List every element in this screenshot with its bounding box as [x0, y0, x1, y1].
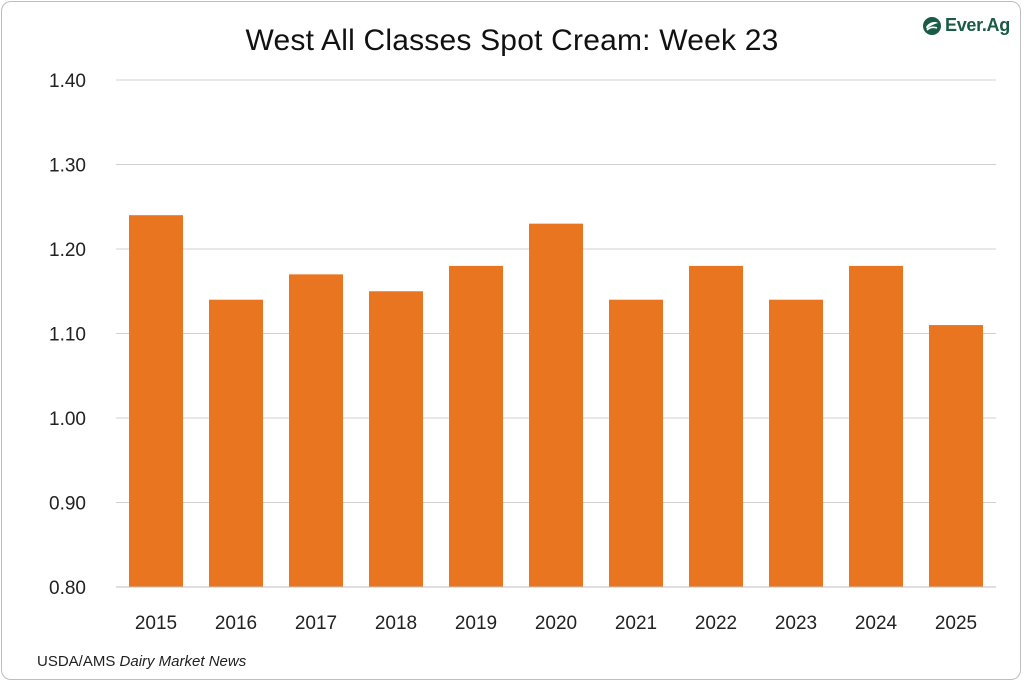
- x-tick-label: 2015: [135, 613, 177, 634]
- x-tick-label: 2020: [535, 613, 577, 634]
- bar-2017: [289, 274, 343, 587]
- y-tick-label: 0.90: [49, 494, 86, 515]
- y-tick-label: 1.20: [49, 240, 86, 261]
- bar-2023: [769, 299, 823, 587]
- y-tick-label: 1.40: [49, 71, 86, 92]
- logo-text: Ever.Ag: [945, 15, 1010, 35]
- bar-2015: [129, 215, 183, 587]
- y-tick-label: 0.80: [49, 578, 86, 599]
- x-tick-label: 2021: [615, 613, 657, 634]
- bar-2020: [529, 223, 583, 587]
- y-tick-label: 1.30: [49, 156, 86, 177]
- source-note: USDA/AMS Dairy Market News: [37, 653, 246, 670]
- ever-ag-logo: Ever.Ag: [922, 15, 1010, 36]
- bar-2024: [849, 265, 903, 587]
- x-tick-label: 2024: [855, 613, 898, 634]
- chart-title: West All Classes Spot Cream: Week 23: [245, 24, 779, 57]
- x-tick-label: 2025: [935, 613, 977, 634]
- y-tick-label: 1.00: [49, 409, 86, 430]
- bar-2025: [929, 325, 983, 587]
- x-tick-label: 2022: [695, 613, 737, 634]
- x-tick-label: 2023: [775, 613, 817, 634]
- x-tick-label: 2018: [375, 613, 417, 634]
- x-tick-label: 2019: [455, 613, 497, 634]
- bar-2021: [609, 299, 663, 587]
- x-tick-label: 2017: [295, 613, 337, 634]
- bar-2022: [689, 265, 743, 587]
- x-tick-label: 2016: [215, 613, 257, 634]
- bar-2019: [449, 265, 503, 587]
- source-italic: Dairy Market News: [119, 653, 247, 670]
- ever-ag-leaf-icon: [923, 16, 941, 35]
- source-prefix: USDA/AMS: [37, 653, 120, 670]
- y-tick-label: 1.10: [49, 325, 86, 346]
- bar-2018: [369, 291, 423, 587]
- bar-2016: [209, 299, 263, 587]
